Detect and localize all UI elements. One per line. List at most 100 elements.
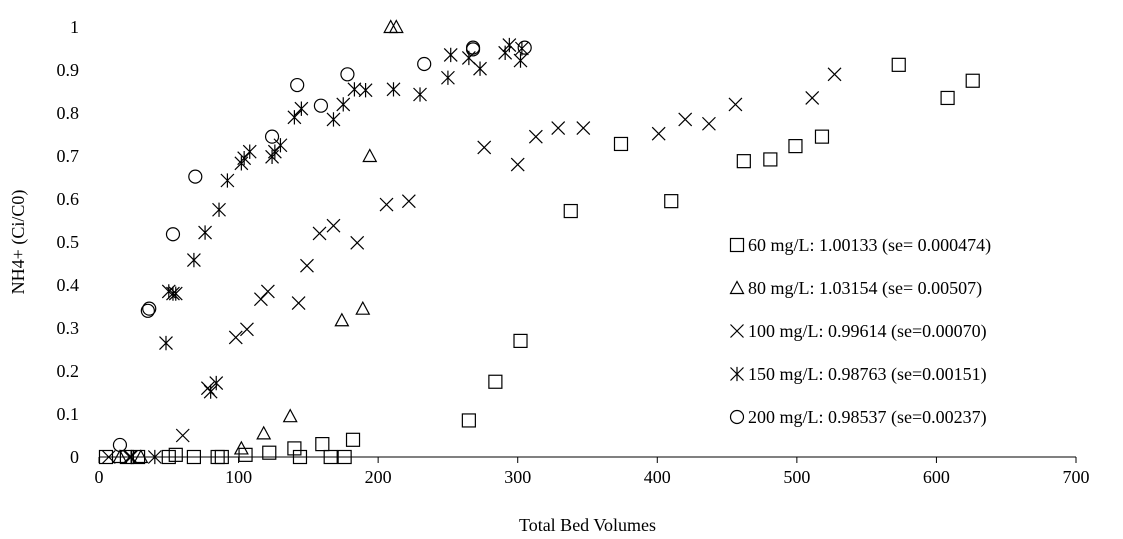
data-point [340,67,355,82]
data-point [260,284,275,299]
data-point [124,449,139,465]
y-tick-label: 0.3 [57,318,80,338]
data-point [212,202,226,217]
data-point [188,169,203,184]
data-point [101,450,116,464]
data-point [965,73,980,88]
data-point [242,144,257,159]
legend-label: 60 mg/L: 1.00133 (se= 0.000474) [748,235,991,256]
legend-item: 200 mg/L: 0.98537 (se=0.00237) [729,407,987,428]
data-point [300,258,314,273]
y-tick-label: 0.2 [57,361,80,381]
data-point [237,151,252,166]
data-point [323,449,338,465]
legend-marker [730,366,744,382]
data-point [528,129,543,144]
data-point [234,156,249,171]
data-point [264,129,280,144]
data-point [551,121,566,135]
data-point [465,40,481,55]
data-point [214,449,229,465]
data-point [315,437,330,452]
data-points [98,19,980,465]
legend-label: 200 mg/L: 0.98537 (se=0.00237) [748,407,987,428]
data-point [388,19,404,34]
data-point [736,154,751,169]
legend-item: 150 mg/L: 0.98763 (se=0.00151) [730,364,987,385]
data-point [203,384,218,399]
y-tick-label: 0.5 [57,232,80,252]
data-point [401,194,416,209]
y-tick-label: 0.7 [57,146,80,166]
legend-marker [729,409,745,425]
data-point [358,83,373,98]
x-tick-label: 400 [644,467,671,487]
data-point [702,116,716,131]
data-point [287,441,302,456]
data-point [209,375,224,391]
data-point [417,56,432,72]
data-point [379,197,394,212]
y-tick-label: 0.4 [57,275,80,295]
legend-marker [730,324,744,338]
data-point [334,312,350,327]
data-point [502,37,517,53]
data-point [517,40,532,55]
data-point [290,77,305,93]
legend-item: 100 mg/L: 0.99614 (se=0.00070) [730,321,987,342]
data-point [186,449,202,465]
data-point [140,303,155,318]
data-point [513,333,528,348]
x-axis-title: Total Bed Volumes [519,515,656,535]
axes: 0 100 200 300 400 500 600 700 00.10.20.30.40.50… [57,17,1090,487]
data-point [337,449,352,465]
legend: 60 mg/L: 1.00133 (se= 0.000474) 80 mg/L: … [729,235,991,428]
data-point [228,330,243,345]
x-ticks: 0 100 200 300 400 500 600 700 [95,457,1090,487]
data-point [443,47,458,63]
data-point [165,227,181,242]
data-point [827,67,842,82]
x-tick-label: 300 [504,467,531,487]
data-point [651,126,666,141]
data-point [292,449,308,465]
data-point [814,129,830,144]
data-point [159,335,173,351]
data-point [122,450,137,464]
data-point [294,101,309,116]
x-tick-label: 700 [1063,467,1090,487]
data-point [326,218,341,233]
data-point [805,91,820,105]
legend-item: 60 mg/L: 1.00133 (se= 0.000474) [729,235,991,256]
data-point [238,447,253,462]
data-point [287,110,302,125]
data-point [336,97,351,112]
data-point [613,136,629,152]
data-point [788,139,803,154]
series-x [101,67,842,464]
data-point [175,428,190,443]
data-point [282,408,298,423]
data-point [119,449,135,465]
data-point [198,225,212,240]
y-tick-label: 0 [70,447,79,467]
data-point [362,148,378,163]
data-point [186,252,201,268]
legend-label: 100 mg/L: 0.99614 (se=0.00070) [748,321,987,342]
series-circle [112,40,532,453]
data-point [265,149,279,165]
data-point [347,82,362,97]
y-axis-title: NH4+ (Ci/C0) [8,190,29,295]
data-point [262,445,277,460]
data-point [273,138,288,153]
data-point [461,413,476,428]
data-point [267,144,282,159]
x-tick-label: 200 [365,467,392,487]
data-point [350,235,365,250]
data-point [345,432,361,447]
legend-item: 80 mg/L: 1.03154 (se= 0.00507) [729,278,982,299]
data-point [142,301,157,316]
data-point [98,449,114,465]
legend-label: 150 mg/L: 0.98763 (se=0.00151) [748,364,987,385]
